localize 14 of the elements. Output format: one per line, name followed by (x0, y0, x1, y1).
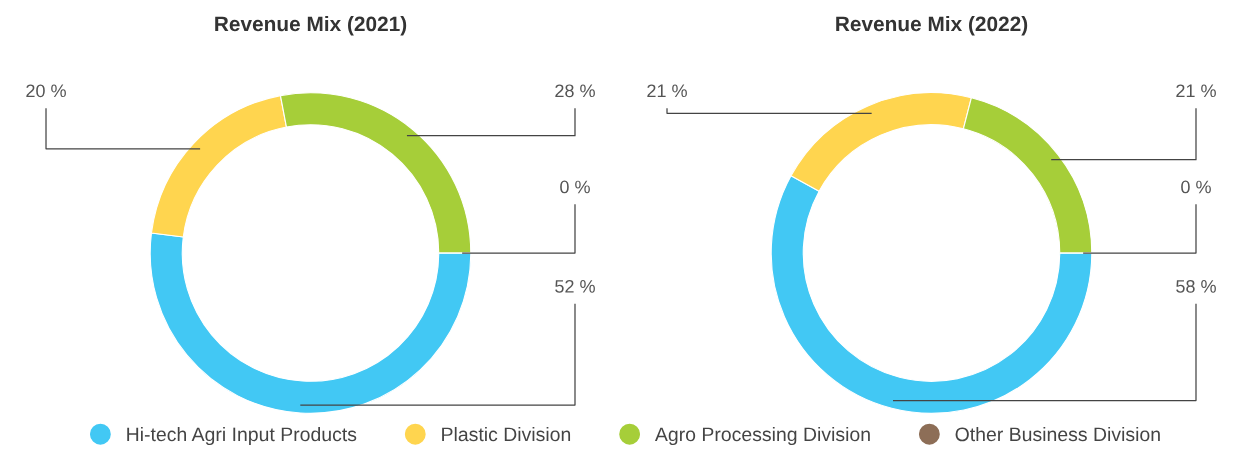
chart-title: Revenue Mix (2022) (836, 15, 1028, 36)
data-label: 52 % (555, 279, 595, 293)
legend-label: Other Business Division (955, 426, 1160, 442)
data-label: 21 % (647, 84, 687, 98)
legend-label: Agro Processing Division (654, 426, 870, 446)
legend-label: Hi-tech Agri Input Products (127, 426, 357, 446)
legend-label: Plastic Division (442, 426, 571, 442)
data-label: 58 % (1176, 279, 1216, 293)
text: 0 % (560, 180, 590, 194)
data-label: 28 % (555, 84, 595, 98)
chart-title: Revenue Mix (2021) (215, 15, 407, 36)
text: 0 % (1181, 180, 1211, 194)
data-label: 20 % (26, 84, 66, 98)
data-label: 21 % (1176, 84, 1216, 98)
